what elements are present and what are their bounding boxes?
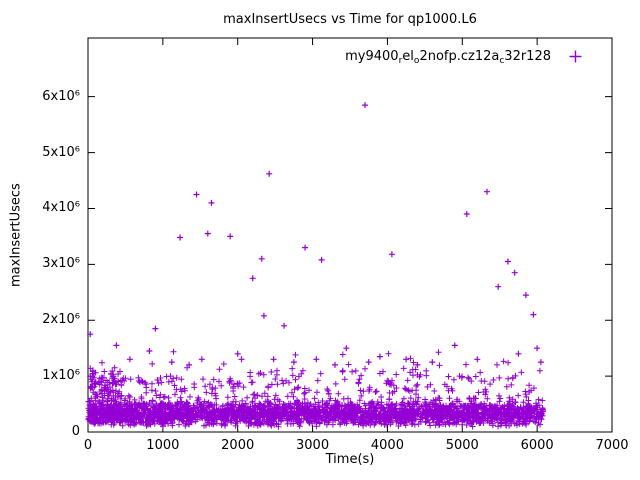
legend-series-label: my9400relo2nofp.cz12ac32r128 [345, 49, 551, 66]
y-tick-label: 6x10⁶ [42, 88, 80, 104]
legend-plus-marker-icon [569, 50, 582, 63]
y-tick-label: 2x10⁶ [42, 312, 80, 328]
chart-title: maxInsertUsecs vs Time for qp1000.L6 [223, 12, 477, 27]
y-tick-label: 5x10⁶ [42, 144, 80, 160]
x-tick-label: 6000 [520, 438, 554, 453]
x-tick-label: 7000 [595, 438, 629, 453]
plot-border [87, 37, 613, 433]
x-tick-label: 2000 [221, 438, 255, 453]
scatter-points-outliers [87, 102, 544, 368]
y-tick-label: 3x10⁶ [42, 256, 80, 272]
x-tick-label: 3000 [296, 438, 330, 453]
x-axis-label: Time(s) [325, 452, 375, 467]
legend: my9400relo2nofp.cz12ac32r128 [345, 49, 582, 66]
x-tick-label: 4000 [370, 438, 404, 453]
axis-tick-marks [87, 38, 613, 433]
y-tick-label: 0 [71, 424, 80, 439]
x-tick-label: 5000 [445, 438, 479, 453]
scatter-points-dense-band [85, 348, 546, 430]
x-tick-label: 0 [83, 438, 93, 453]
y-tick-label: 1x10⁶ [42, 368, 80, 384]
x-tick-label: 1000 [146, 438, 180, 453]
y-tick-label: 4x10⁶ [42, 200, 80, 216]
